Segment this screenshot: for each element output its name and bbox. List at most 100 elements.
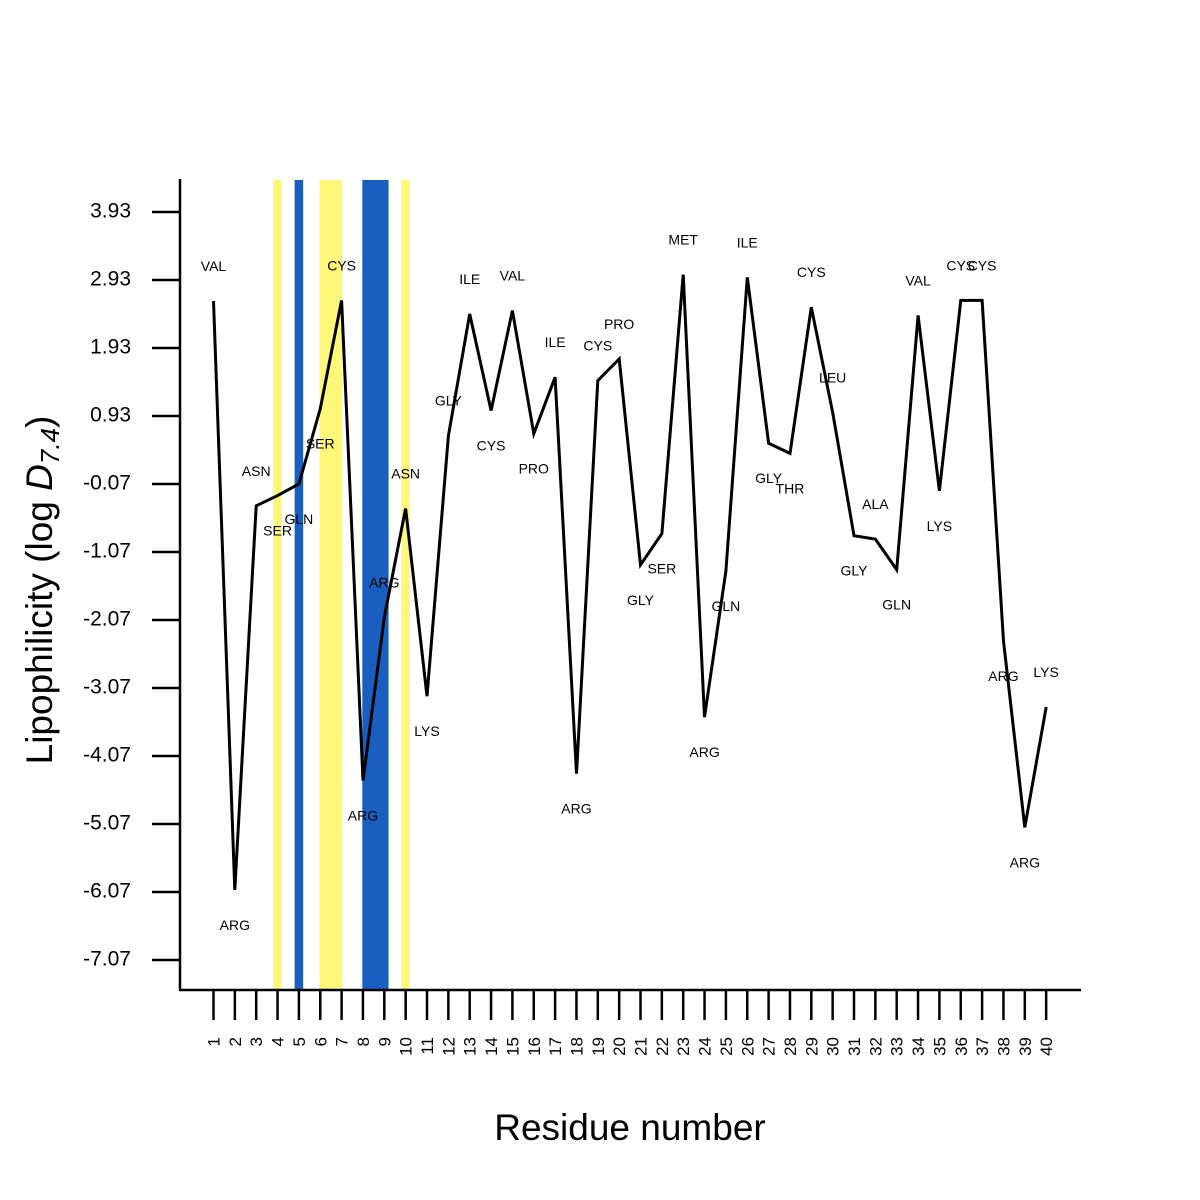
y-tick-label: -5.07 xyxy=(83,812,131,835)
residue-label: GLN xyxy=(285,511,314,527)
residue-label: ASN xyxy=(242,463,271,479)
residue-label: MET xyxy=(668,232,698,248)
residue-label: ARG xyxy=(220,917,250,933)
x-axis-title: Residue number xyxy=(494,1107,765,1148)
x-tick-label: 10 xyxy=(397,1037,416,1056)
x-tick-label: 5 xyxy=(290,1037,309,1046)
y-tick-label: -2.07 xyxy=(83,608,131,631)
x-tick-label: 20 xyxy=(610,1037,629,1056)
y-axis-title-prefix: Lipophilicity (log xyxy=(19,491,60,765)
x-tick-label: 32 xyxy=(866,1037,885,1056)
highlight-band-3 xyxy=(319,180,343,989)
y-ticks: 3.93 2.93 1.93 0.93 -0.07 -1.07 -2.07 -3.07 -4.0… xyxy=(83,200,180,971)
x-tick-label: 27 xyxy=(760,1037,779,1056)
residue-label: VAL xyxy=(500,268,526,284)
residue-label: SER xyxy=(263,523,292,539)
series-group xyxy=(212,274,1048,891)
residue-label: ARG xyxy=(369,574,399,590)
residue-label: GLN xyxy=(882,597,911,613)
residue-label: THR xyxy=(776,480,805,496)
y-tick-label: 2.93 xyxy=(90,268,131,291)
residue-label: LEU xyxy=(819,370,846,386)
x-tick-label: 33 xyxy=(888,1037,907,1056)
x-tick-label: 28 xyxy=(781,1037,800,1056)
residue-label: SER xyxy=(647,561,676,577)
y-axis-title: Lipophilicity (log D7.4) xyxy=(19,416,65,765)
x-tick-label: 21 xyxy=(632,1037,651,1056)
x-tick-label: 7 xyxy=(333,1037,352,1046)
residue-label: CYS xyxy=(477,438,506,454)
y-tick-label: -1.07 xyxy=(83,540,131,563)
y-tick-label: 0.93 xyxy=(90,404,131,427)
y-tick-label: 1.93 xyxy=(90,336,131,359)
residue-label: CYS xyxy=(968,257,997,273)
x-tick-label: 11 xyxy=(418,1037,437,1055)
y-axis-title-suffix: ) xyxy=(19,416,60,428)
residue-label: ARG xyxy=(988,668,1018,684)
residue-label: ARG xyxy=(689,744,719,760)
residue-label: PRO xyxy=(604,316,634,332)
residue-label: CYS xyxy=(327,257,356,273)
y-axis-title-sub: 7.4 xyxy=(35,428,65,464)
residue-label: SER xyxy=(306,436,335,452)
highlight-band-1 xyxy=(273,180,282,989)
x-tick-label: 35 xyxy=(930,1037,949,1056)
residue-label: CYS xyxy=(797,264,826,280)
x-tick-label: 24 xyxy=(696,1037,715,1056)
y-tick-label: -7.07 xyxy=(83,948,131,971)
residue-label: LYS xyxy=(927,518,952,534)
residue-labels: VALARGASNSERGLNSERCYSARGARGASNLYSGLYILEC… xyxy=(201,232,1059,933)
x-tick-label: 40 xyxy=(1037,1037,1056,1056)
residue-label: LYS xyxy=(1033,664,1058,680)
highlight-band-4 xyxy=(362,180,389,989)
residue-label: ASN xyxy=(391,465,420,481)
x-tick-label: 14 xyxy=(482,1037,501,1056)
highlight-band-5 xyxy=(401,180,410,989)
residue-label: ILE xyxy=(459,271,480,287)
residue-label: GLY xyxy=(841,563,869,579)
x-tick-label: 6 xyxy=(311,1037,330,1046)
x-tick-label: 29 xyxy=(802,1037,821,1056)
lipophilicity-line xyxy=(212,274,1048,891)
x-tick-label: 1 xyxy=(205,1037,224,1046)
x-tick-label: 16 xyxy=(525,1037,544,1056)
residue-label: VAL xyxy=(201,258,227,274)
x-tick-label: 25 xyxy=(717,1037,736,1056)
highlight-band-2 xyxy=(294,180,304,989)
residue-label: VAL xyxy=(905,272,931,288)
y-tick-label: -3.07 xyxy=(83,676,131,699)
x-tick-label: 30 xyxy=(824,1037,843,1056)
x-tick-label: 38 xyxy=(994,1037,1013,1056)
x-tick-label: 3 xyxy=(247,1037,266,1046)
x-tick-label: 31 xyxy=(845,1037,864,1056)
residue-label: ARG xyxy=(348,807,378,823)
y-axis-title-var: D xyxy=(19,464,60,491)
residue-label: CYS xyxy=(946,257,975,273)
residue-label: ILE xyxy=(545,334,566,350)
residue-label: GLN xyxy=(712,598,741,614)
x-tick-label: 34 xyxy=(909,1037,928,1056)
x-tick-label: 23 xyxy=(674,1037,693,1056)
residue-label: GLY xyxy=(627,592,655,608)
x-tick-label: 18 xyxy=(567,1037,586,1056)
x-tick-label: 19 xyxy=(589,1037,608,1056)
x-tick-label: 2 xyxy=(226,1037,245,1046)
x-tick-label: 39 xyxy=(1016,1037,1035,1056)
x-tick-label: 22 xyxy=(653,1037,672,1056)
y-tick-label: -4.07 xyxy=(83,744,131,767)
residue-label: GLY xyxy=(755,470,783,486)
x-tick-label: 4 xyxy=(269,1037,288,1046)
residue-label: PRO xyxy=(519,461,549,477)
x-tick-label: 26 xyxy=(738,1037,757,1056)
y-tick-label: -0.07 xyxy=(83,472,131,495)
x-tick-label: 8 xyxy=(354,1037,373,1046)
x-tick-label: 9 xyxy=(375,1037,394,1046)
residue-label: ALA xyxy=(862,496,889,512)
residue-label: GLY xyxy=(435,393,463,409)
x-tick-label: 17 xyxy=(546,1037,565,1056)
x-tick-label: 36 xyxy=(952,1037,971,1056)
x-tick-label: 13 xyxy=(461,1037,480,1056)
y-tick-label: -6.07 xyxy=(83,880,131,903)
y-tick-label: 3.93 xyxy=(90,200,131,223)
